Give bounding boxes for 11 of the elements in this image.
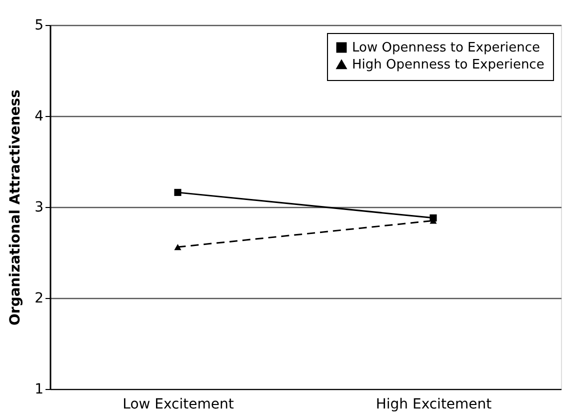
legend-label: High Openness to Experience [352, 58, 544, 72]
y-tick-label: 3 [34, 200, 44, 216]
y-tick-label: 4 [34, 108, 44, 124]
y-axis-title: Organizational Attractiveness [8, 90, 24, 326]
y-tick-label: 1 [34, 382, 44, 398]
x-tick-label: Low Excitement [122, 396, 234, 412]
y-tick-label: 2 [34, 290, 44, 306]
x-tick-label: High Excitement [376, 396, 492, 412]
point [174, 188, 182, 196]
y-tick-label: 5 [34, 18, 44, 34]
legend-label: Low Openness to Experience [352, 40, 540, 56]
